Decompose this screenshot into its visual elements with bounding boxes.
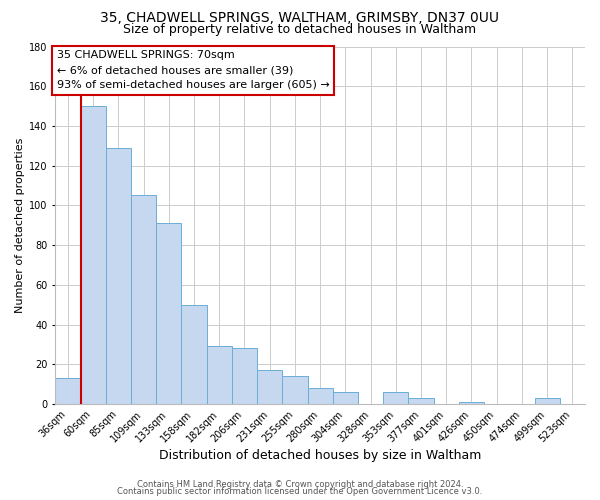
Bar [181,305,206,404]
Text: 35, CHADWELL SPRINGS, WALTHAM, GRIMSBY, DN37 0UU: 35, CHADWELL SPRINGS, WALTHAM, GRIMSBY, … [101,11,499,25]
Bar [308,388,333,404]
Bar [131,196,156,404]
Bar [535,398,560,404]
Text: 35 CHADWELL SPRINGS: 70sqm
← 6% of detached houses are smaller (39)
93% of semi-: 35 CHADWELL SPRINGS: 70sqm ← 6% of detac… [56,50,329,90]
Bar [333,392,358,404]
Bar [383,392,409,404]
Bar [106,148,131,404]
Text: Contains public sector information licensed under the Open Government Licence v3: Contains public sector information licen… [118,488,482,496]
Text: Size of property relative to detached houses in Waltham: Size of property relative to detached ho… [124,22,476,36]
Bar [156,224,181,404]
Bar [55,378,80,404]
Bar [459,402,484,404]
Bar [206,346,232,404]
Bar [409,398,434,404]
Bar [80,106,106,404]
Y-axis label: Number of detached properties: Number of detached properties [15,138,25,313]
Bar [283,376,308,404]
Bar [232,348,257,404]
Bar [257,370,283,404]
Text: Contains HM Land Registry data © Crown copyright and database right 2024.: Contains HM Land Registry data © Crown c… [137,480,463,489]
X-axis label: Distribution of detached houses by size in Waltham: Distribution of detached houses by size … [159,450,481,462]
